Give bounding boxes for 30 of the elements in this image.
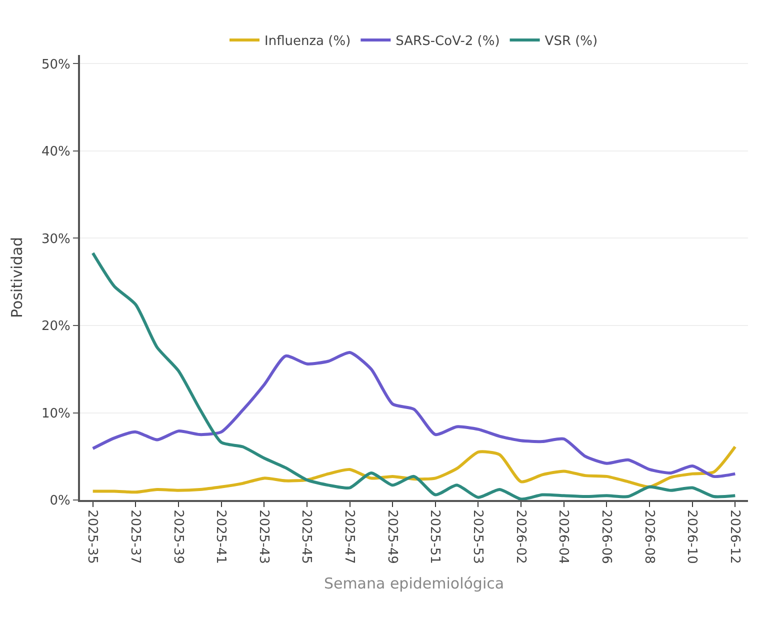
y-tick-label: 30%	[41, 232, 70, 247]
x-axis-title: Semana epidemiológica	[324, 574, 504, 592]
x-tick-label: 2026-08	[641, 510, 656, 564]
y-tick-label: 50%	[41, 57, 70, 72]
x-tick-label: 2025-43	[256, 510, 271, 564]
x-tick-label: 2025-47	[342, 510, 357, 564]
x-tick-label: 2025-41	[213, 510, 228, 564]
line-series	[91, 445, 737, 494]
x-tick-label: 2025-51	[427, 510, 442, 564]
x-tick-label: 2026-06	[598, 510, 614, 564]
x-tick-label: 2025-39	[170, 510, 186, 564]
x-tick-label: 2026-04	[556, 510, 571, 564]
legend-label: SARS-CoV-2 (%)	[396, 34, 500, 50]
x-tick-label: 2026-12	[726, 510, 742, 564]
line-series	[91, 351, 737, 478]
x-tick-label: 2025-49	[384, 510, 400, 564]
x-tick-label: 2025-35	[84, 510, 100, 564]
y-tick-label: 20%	[41, 319, 70, 334]
x-tick-label: 2026-02	[512, 510, 528, 564]
x-tick-label: 2025-37	[127, 510, 142, 564]
x-tick-label: 2025-53	[470, 510, 486, 564]
x-tick-label: 2026-10	[684, 510, 700, 564]
line-series	[91, 252, 737, 500]
legend-label: VSR (%)	[544, 34, 598, 50]
legend-label: Influenza (%)	[264, 34, 351, 50]
y-tick-label: 40%	[41, 144, 70, 160]
y-tick-label: 10%	[41, 406, 70, 422]
y-axis-title: Positividad	[8, 237, 26, 318]
y-tick-label: 0%	[50, 494, 70, 509]
x-tick-label: 2025-45	[298, 510, 314, 564]
